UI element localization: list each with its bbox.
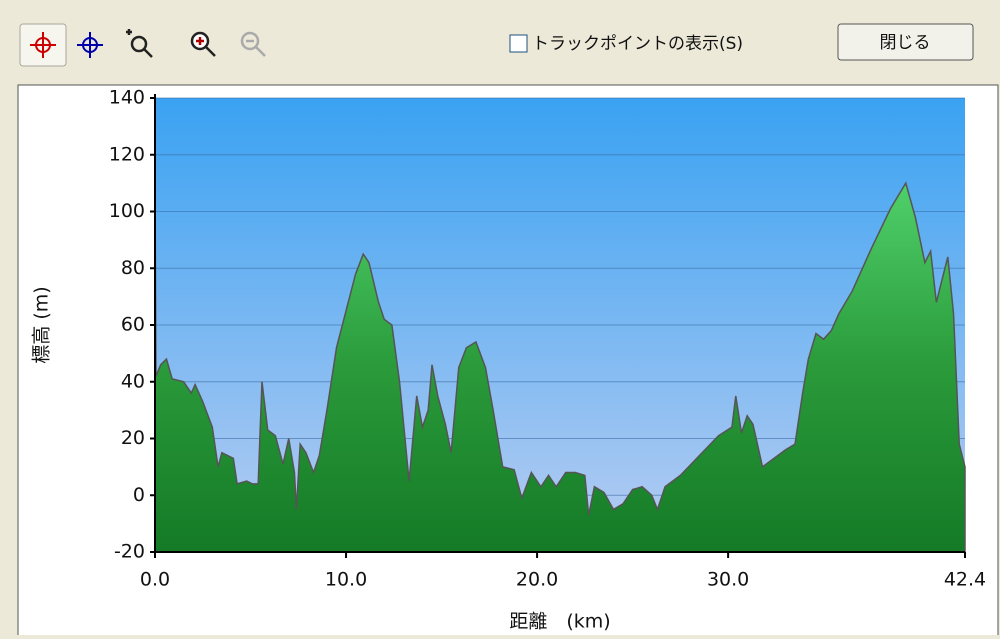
y-tick-label: 80 bbox=[121, 257, 145, 279]
x-tick-label: 30.0 bbox=[707, 569, 749, 591]
tool-zoom-out[interactable] bbox=[240, 31, 266, 57]
y-tick-label: 140 bbox=[109, 87, 145, 109]
y-tick-label: -20 bbox=[114, 541, 145, 563]
close-button-label[interactable]: 閉じる bbox=[880, 33, 931, 53]
y-tick-label: 120 bbox=[109, 143, 145, 165]
chart: -20 0 20 40 60 80 100 120 140 0.0 10.0 20.0 30.0 42.4… bbox=[31, 87, 987, 633]
tool-zoom-area[interactable] bbox=[126, 29, 153, 58]
tool-select-blue[interactable] bbox=[77, 32, 103, 58]
y-tick-label: 0 bbox=[133, 484, 145, 506]
x-tick-label: 0.0 bbox=[140, 569, 170, 591]
x-axis-label: 距離 (km) bbox=[509, 611, 610, 633]
tool-zoom-in[interactable] bbox=[190, 31, 216, 57]
toolbar: トラックポイントの表示(S) 閉じる bbox=[19, 23, 974, 67]
y-tick-label: 40 bbox=[121, 370, 145, 392]
close-button[interactable] bbox=[837, 23, 974, 61]
x-tick-label: 42.4 bbox=[944, 569, 986, 591]
y-axis-label: 標高 (m) bbox=[31, 286, 53, 363]
y-tick-label: 20 bbox=[121, 427, 145, 449]
y-tick-label: 60 bbox=[121, 314, 145, 336]
checkbox-label[interactable]: トラックポイントの表示(S) bbox=[532, 34, 743, 54]
checkbox[interactable] bbox=[509, 34, 528, 53]
y-tick-label: 100 bbox=[109, 200, 145, 222]
x-tick-label: 20.0 bbox=[516, 569, 558, 591]
elevation-area bbox=[154, 181, 966, 553]
x-tick-label: 10.0 bbox=[325, 569, 367, 591]
